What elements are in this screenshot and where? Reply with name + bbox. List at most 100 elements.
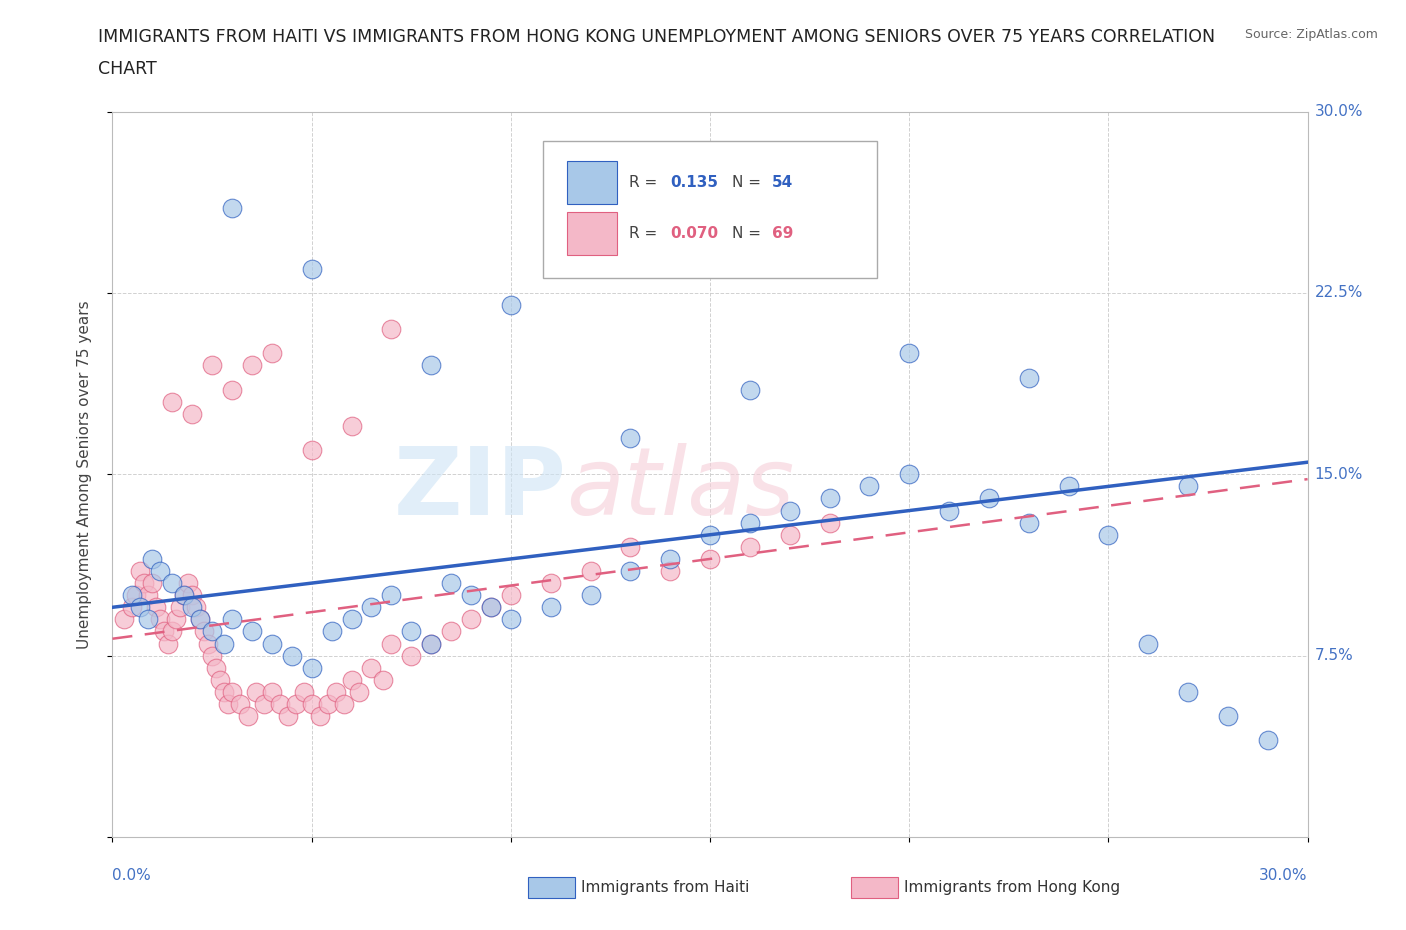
Point [201,358,224,373]
Point [321,624,343,639]
Point [169,600,191,615]
Point [332,697,354,711]
Point [149,612,172,627]
Point [129,564,152,578]
Text: N =: N = [731,175,765,191]
Point [121,588,143,603]
Point [157,636,180,651]
Point [221,612,243,627]
Point [212,684,235,699]
Point [269,697,291,711]
Y-axis label: Unemployment Among Seniors over 75 years: Unemployment Among Seniors over 75 years [77,300,91,648]
Point [1057,479,1080,494]
Point [380,636,402,651]
Text: CHART: CHART [98,60,157,78]
Text: 69: 69 [772,226,793,241]
Point [301,261,323,276]
Point [217,697,239,711]
Text: 30.0%: 30.0% [1260,868,1308,883]
Point [301,443,323,458]
Point [977,491,1000,506]
Point [245,684,267,699]
Point [301,697,323,711]
Point [308,709,330,724]
Point [1097,527,1119,542]
FancyBboxPatch shape [529,877,575,898]
Text: 0.070: 0.070 [671,226,718,241]
Point [221,382,243,397]
Point [540,600,562,615]
Point [153,624,176,639]
Text: 0.0%: 0.0% [112,868,152,883]
Text: Source: ZipAtlas.com: Source: ZipAtlas.com [1244,28,1378,41]
Point [1018,370,1040,385]
Point [858,479,880,494]
Point [420,636,443,651]
Point [460,612,482,627]
Point [236,709,259,724]
Point [499,612,522,627]
Point [281,648,304,663]
Point [898,346,921,361]
Point [479,600,502,615]
Point [380,588,402,603]
Text: 22.5%: 22.5% [1315,286,1362,300]
Point [360,600,382,615]
Point [253,697,276,711]
Point [1177,684,1199,699]
Point [134,576,156,591]
Point [240,624,263,639]
FancyBboxPatch shape [567,212,617,255]
Text: N =: N = [731,226,765,241]
Point [619,431,641,445]
Point [479,600,502,615]
Point [779,527,801,542]
Point [221,201,243,216]
Point [181,406,204,421]
Point [340,672,363,687]
Point [659,564,682,578]
Point [738,382,761,397]
Point [193,624,215,639]
Point [818,491,841,506]
Point [619,564,641,578]
Point [779,503,801,518]
Point [138,612,160,627]
FancyBboxPatch shape [851,877,897,898]
FancyBboxPatch shape [543,140,877,278]
Point [420,636,443,651]
Text: 0.135: 0.135 [671,175,718,191]
Text: atlas: atlas [567,444,794,535]
Point [499,588,522,603]
Point [1257,733,1279,748]
Point [659,551,682,566]
Point [173,588,195,603]
Point [125,588,148,603]
Point [401,624,423,639]
Point [340,612,363,627]
Point [579,588,602,603]
Point [460,588,482,603]
Point [260,684,283,699]
Text: 54: 54 [772,175,793,191]
Point [440,624,463,639]
Point [380,322,402,337]
Point [260,636,283,651]
Point [141,576,163,591]
Point [349,684,371,699]
Point [177,576,200,591]
Point [229,697,252,711]
Point [1137,636,1160,651]
Point [619,539,641,554]
Point [579,564,602,578]
Point [162,576,183,591]
Point [138,588,160,603]
Text: IMMIGRANTS FROM HAITI VS IMMIGRANTS FROM HONG KONG UNEMPLOYMENT AMONG SENIORS OV: IMMIGRANTS FROM HAITI VS IMMIGRANTS FROM… [98,28,1216,46]
Text: Immigrants from Hong Kong: Immigrants from Hong Kong [904,881,1119,896]
Point [240,358,263,373]
Point [114,612,135,627]
Text: 7.5%: 7.5% [1315,648,1353,663]
Point [738,515,761,530]
Point [181,600,204,615]
Point [186,600,208,615]
